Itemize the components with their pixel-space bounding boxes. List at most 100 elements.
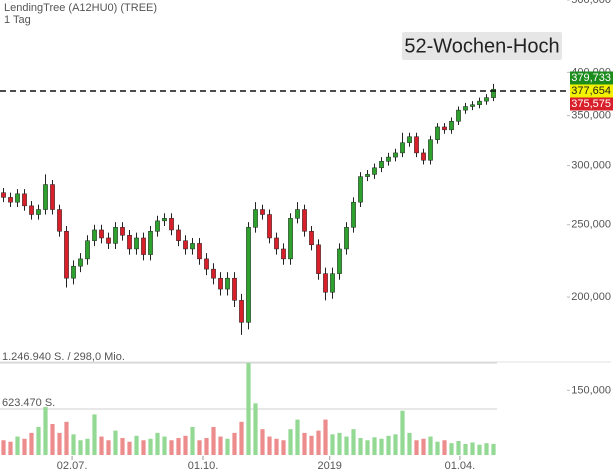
y-tick-label: 500,000 xyxy=(571,0,611,6)
volume-bar xyxy=(393,434,398,455)
price-label: 379,733 xyxy=(571,72,611,84)
volume-tick-label: 1.246.940 S. / 298,0 Mio. xyxy=(2,351,125,363)
price-label-box xyxy=(570,71,613,85)
candle-body xyxy=(246,227,251,323)
annotation-label: 52-Wochen-Hoch xyxy=(404,35,559,57)
volume-bar xyxy=(365,440,370,455)
candle-body xyxy=(386,156,391,162)
candle-body xyxy=(113,227,118,244)
volume-bar xyxy=(400,410,405,455)
candle-body xyxy=(190,243,195,250)
volume-bar xyxy=(246,363,251,455)
candle-body xyxy=(127,235,132,250)
candle-body xyxy=(50,184,55,210)
x-tick-label: 01.04. xyxy=(445,460,476,472)
candle-body xyxy=(141,237,146,255)
candle-body xyxy=(379,161,384,169)
volume-bar xyxy=(92,414,97,455)
y-tick-label: 200,000 xyxy=(571,291,611,303)
candle-body xyxy=(36,209,41,215)
volume-bar xyxy=(1,440,6,455)
volume-bar xyxy=(484,443,489,455)
candle-body xyxy=(8,197,13,203)
volume-bar xyxy=(491,443,496,455)
candle-body xyxy=(176,229,181,241)
candle-body xyxy=(351,201,356,228)
candle-body xyxy=(43,184,48,210)
volume-bar xyxy=(43,407,48,455)
candle-body xyxy=(267,214,272,239)
y-tick-label: 250,000 xyxy=(571,219,611,231)
volume-bar xyxy=(330,434,335,455)
candle-body xyxy=(120,227,125,236)
candle-body xyxy=(99,229,104,239)
candle-body xyxy=(134,237,139,250)
candle-body xyxy=(330,273,335,293)
volume-bar xyxy=(372,437,377,455)
candle-body xyxy=(463,106,468,111)
candle-body xyxy=(78,258,83,267)
volume-bar xyxy=(344,436,349,455)
candle-body xyxy=(155,220,160,232)
candle-body xyxy=(71,265,76,279)
candle-body xyxy=(449,120,454,131)
volume-bar xyxy=(386,435,391,455)
candle-body xyxy=(372,167,377,175)
volume-bar xyxy=(463,443,468,455)
volume-bar xyxy=(470,442,475,455)
volume-bar xyxy=(274,438,279,455)
volume-bar xyxy=(218,436,223,455)
volume-bar xyxy=(302,432,307,455)
volume-bar xyxy=(190,426,195,455)
volume-bar xyxy=(127,441,132,455)
candle-body xyxy=(29,205,34,215)
candle-body xyxy=(92,229,97,241)
candle-body xyxy=(337,248,342,274)
candle-body xyxy=(323,273,328,293)
volume-bar xyxy=(407,432,412,455)
volume-bar xyxy=(29,432,34,455)
volume-bar xyxy=(71,434,76,455)
candle-body xyxy=(57,209,62,232)
volume-bar xyxy=(141,440,146,455)
candle-body xyxy=(106,237,111,244)
candle-body xyxy=(281,248,286,260)
candle-body xyxy=(253,209,258,228)
volume-bar xyxy=(414,440,419,455)
candle-body xyxy=(344,227,349,250)
x-tick-label: 01.10. xyxy=(188,460,219,472)
volume-bar xyxy=(449,443,454,455)
candle-body xyxy=(148,231,153,255)
candle-body xyxy=(85,240,90,260)
y-tick-label: 300,000 xyxy=(571,160,611,172)
candle-body xyxy=(309,231,314,246)
volume-bar xyxy=(260,429,265,455)
candle-body xyxy=(239,300,244,323)
volume-bar xyxy=(456,440,461,455)
candle-body xyxy=(1,192,6,198)
candle-body xyxy=(456,109,461,122)
candle-body xyxy=(64,231,69,279)
volume-bar xyxy=(267,436,272,455)
candle-body xyxy=(358,176,363,203)
volume-bar xyxy=(442,440,447,455)
candle-body xyxy=(477,100,482,105)
volume-bar xyxy=(113,430,118,455)
volume-bar xyxy=(50,424,55,455)
chart-subtitle: 1 Tag xyxy=(4,14,31,26)
candle-body xyxy=(183,240,188,250)
volume-bar xyxy=(239,421,244,455)
x-tick-label: 2019 xyxy=(317,460,341,472)
candle-body xyxy=(442,126,447,131)
volume-bar xyxy=(162,436,167,455)
volume-bar xyxy=(36,426,41,455)
volume-bar xyxy=(85,438,90,455)
candle-body xyxy=(470,104,475,107)
candle-body xyxy=(302,209,307,232)
volume-bar xyxy=(120,438,125,455)
candle-body xyxy=(295,209,300,219)
candle-body xyxy=(316,244,321,274)
volume-bar xyxy=(197,440,202,455)
x-tick-label: 02.07. xyxy=(57,460,88,472)
